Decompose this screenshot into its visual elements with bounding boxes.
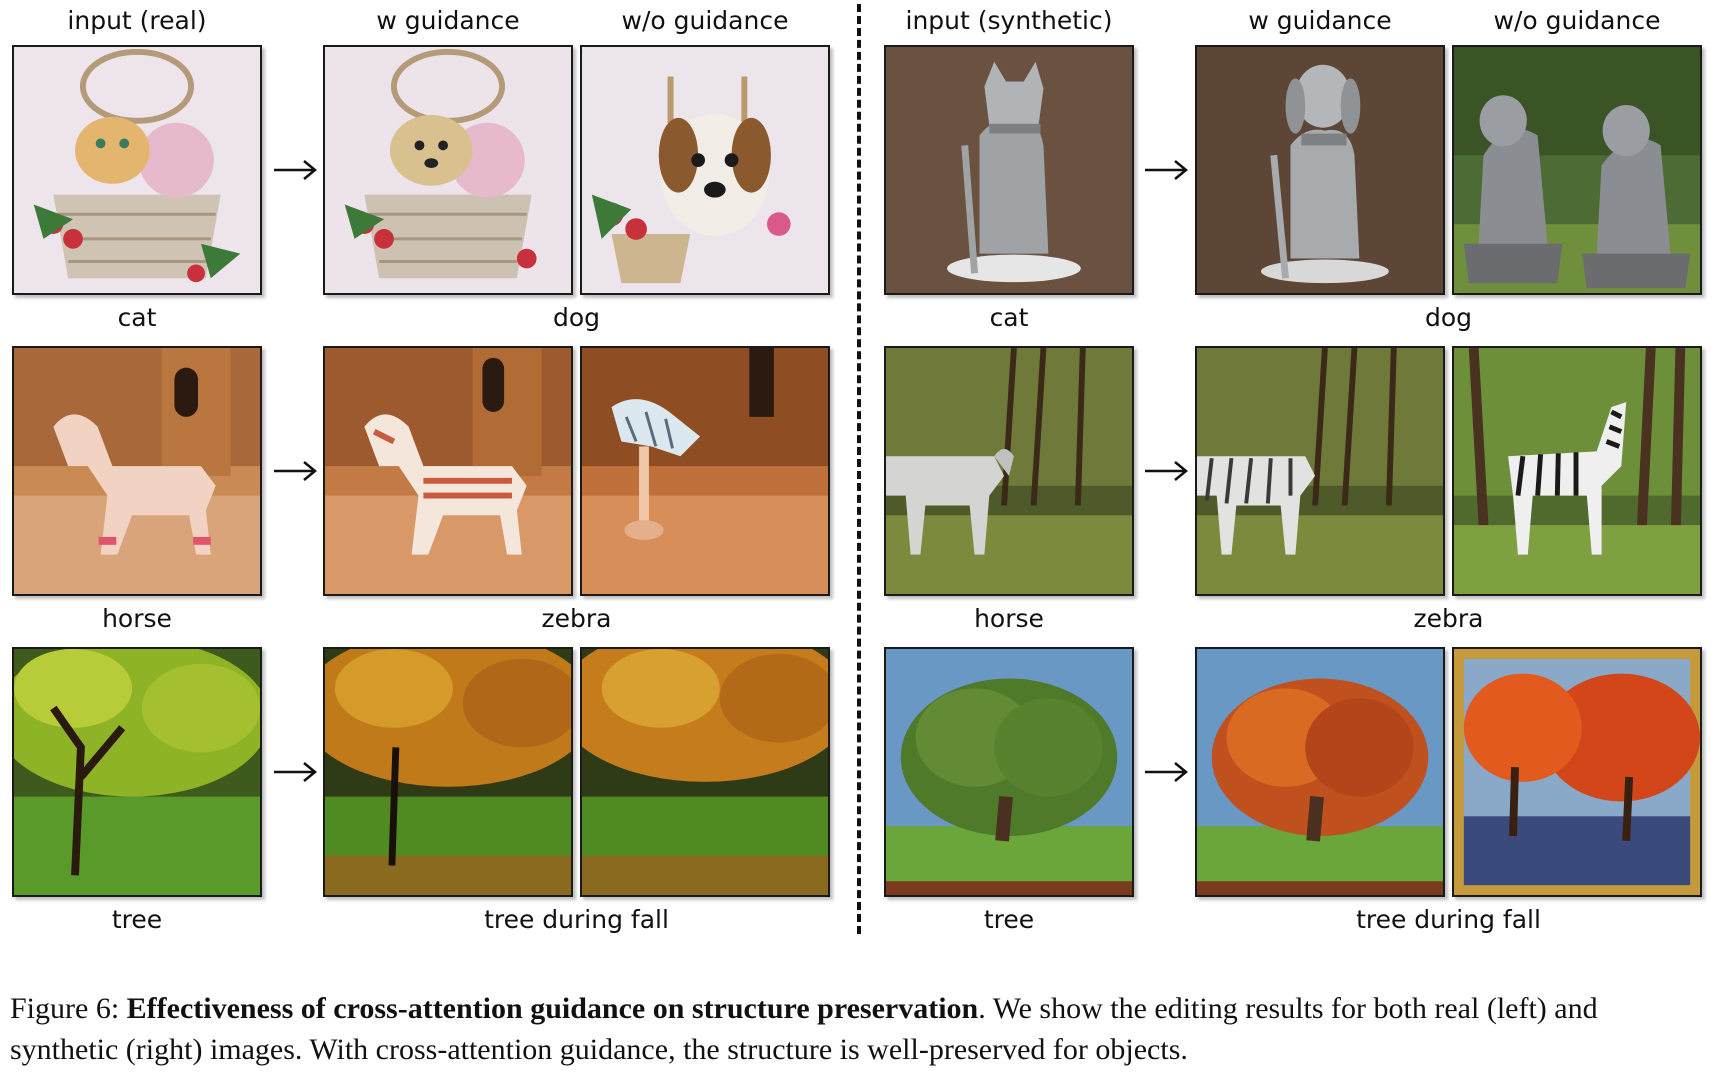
label-left-target: zebra xyxy=(541,604,612,633)
image-synthetic-tree-input xyxy=(884,647,1134,897)
image-synthetic-dog-wo-guidance xyxy=(1452,45,1702,295)
caption-rest: . We show the editing results for both r… xyxy=(10,992,1598,1066)
image-synthetic-zebra-wo-guidance xyxy=(1452,346,1702,596)
caption-prefix: Figure 6: xyxy=(10,992,127,1025)
label-right-target: dog xyxy=(1424,303,1473,332)
arrow-right-icon xyxy=(272,158,318,182)
arrow-right-icon xyxy=(272,459,318,483)
label-right-input: horse xyxy=(974,604,1044,633)
header-wo-guidance-right: w/o guidance xyxy=(1493,6,1661,35)
image-synthetic-zebra-w-guidance xyxy=(1195,346,1445,596)
caption-bold: Effectiveness of cross-attention guidanc… xyxy=(126,992,979,1025)
image-synthetic-cat-input xyxy=(884,45,1134,295)
arrow-right-icon xyxy=(272,760,318,784)
arrow-right-icon xyxy=(1143,158,1189,182)
header-w-guidance-right: w guidance xyxy=(1248,6,1392,35)
image-real-tree-fall-w-guidance xyxy=(323,647,573,897)
label-left-target: tree during fall xyxy=(484,905,669,934)
column-divider xyxy=(857,4,861,934)
image-real-dog-w-guidance xyxy=(323,45,573,295)
image-real-tree-fall-wo-guidance xyxy=(580,647,830,897)
header-wo-guidance-left: w/o guidance xyxy=(621,6,789,35)
image-real-horse-input xyxy=(12,346,262,596)
image-real-dog-wo-guidance xyxy=(580,45,830,295)
image-real-zebra-wo-guidance xyxy=(580,346,830,596)
label-right-input: tree xyxy=(983,905,1035,934)
label-right-input: cat xyxy=(989,303,1029,332)
label-right-target: zebra xyxy=(1413,604,1484,633)
label-left-target: dog xyxy=(552,303,601,332)
image-synthetic-horse-input xyxy=(884,346,1134,596)
header-input-synthetic: input (synthetic) xyxy=(905,6,1113,35)
header-input-real: input (real) xyxy=(67,6,207,35)
label-left-input: cat xyxy=(117,303,157,332)
image-real-zebra-w-guidance xyxy=(323,346,573,596)
image-real-tree-input xyxy=(12,647,262,897)
label-right-target: tree during fall xyxy=(1356,905,1541,934)
arrow-right-icon xyxy=(1143,760,1189,784)
figure-caption: Figure 6: Effectiveness of cross-attenti… xyxy=(10,988,1712,1070)
arrow-right-icon xyxy=(1143,459,1189,483)
image-synthetic-tree-fall-w-guidance xyxy=(1195,647,1445,897)
label-left-input: tree xyxy=(111,905,163,934)
image-synthetic-tree-fall-wo-guidance xyxy=(1452,647,1702,897)
label-left-input: horse xyxy=(102,604,172,633)
image-real-cat-input xyxy=(12,45,262,295)
header-w-guidance-left: w guidance xyxy=(376,6,520,35)
image-synthetic-dog-w-guidance xyxy=(1195,45,1445,295)
